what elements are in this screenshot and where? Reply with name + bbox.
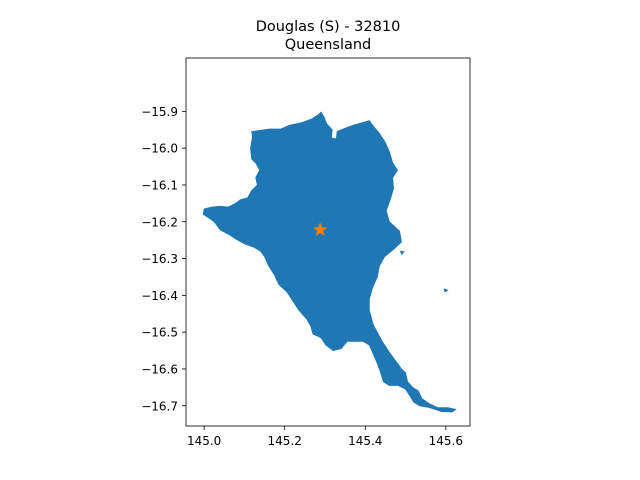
centroid-star-icon: [312, 222, 328, 237]
y-tick-label: −16.0: [141, 142, 178, 156]
y-tick-label: −16.4: [141, 289, 178, 303]
map-title-line2: Queensland: [285, 37, 372, 53]
region-islands: [399, 250, 449, 293]
axes-frame: [185, 57, 471, 427]
y-tick-label: −16.6: [141, 362, 178, 376]
x-tick-label: 145.0: [187, 434, 221, 448]
y-axis: −15.9 −16.0 −16.1 −16.2 −16.3 −16.4 −16.5 −16.6…: [141, 105, 186, 413]
y-tick-label: −16.1: [141, 178, 178, 192]
map-title-line1: Douglas (S) - 32810: [256, 19, 401, 35]
x-tick-label: 145.6: [429, 434, 463, 448]
y-tick-label: −16.5: [141, 326, 178, 340]
y-tick-label: −16.3: [141, 252, 178, 266]
plot-area: [185, 57, 471, 427]
region-polygon: [202, 111, 457, 413]
region-island: [443, 288, 449, 293]
y-tick-label: −16.7: [141, 399, 178, 413]
x-axis: 145.0 145.2 145.4 145.6: [187, 426, 463, 448]
x-tick-label: 145.4: [348, 434, 382, 448]
y-tick-label: −16.2: [141, 215, 178, 229]
x-tick-label: 145.2: [268, 434, 302, 448]
region-island: [399, 250, 405, 256]
y-tick-label: −15.9: [141, 105, 178, 119]
